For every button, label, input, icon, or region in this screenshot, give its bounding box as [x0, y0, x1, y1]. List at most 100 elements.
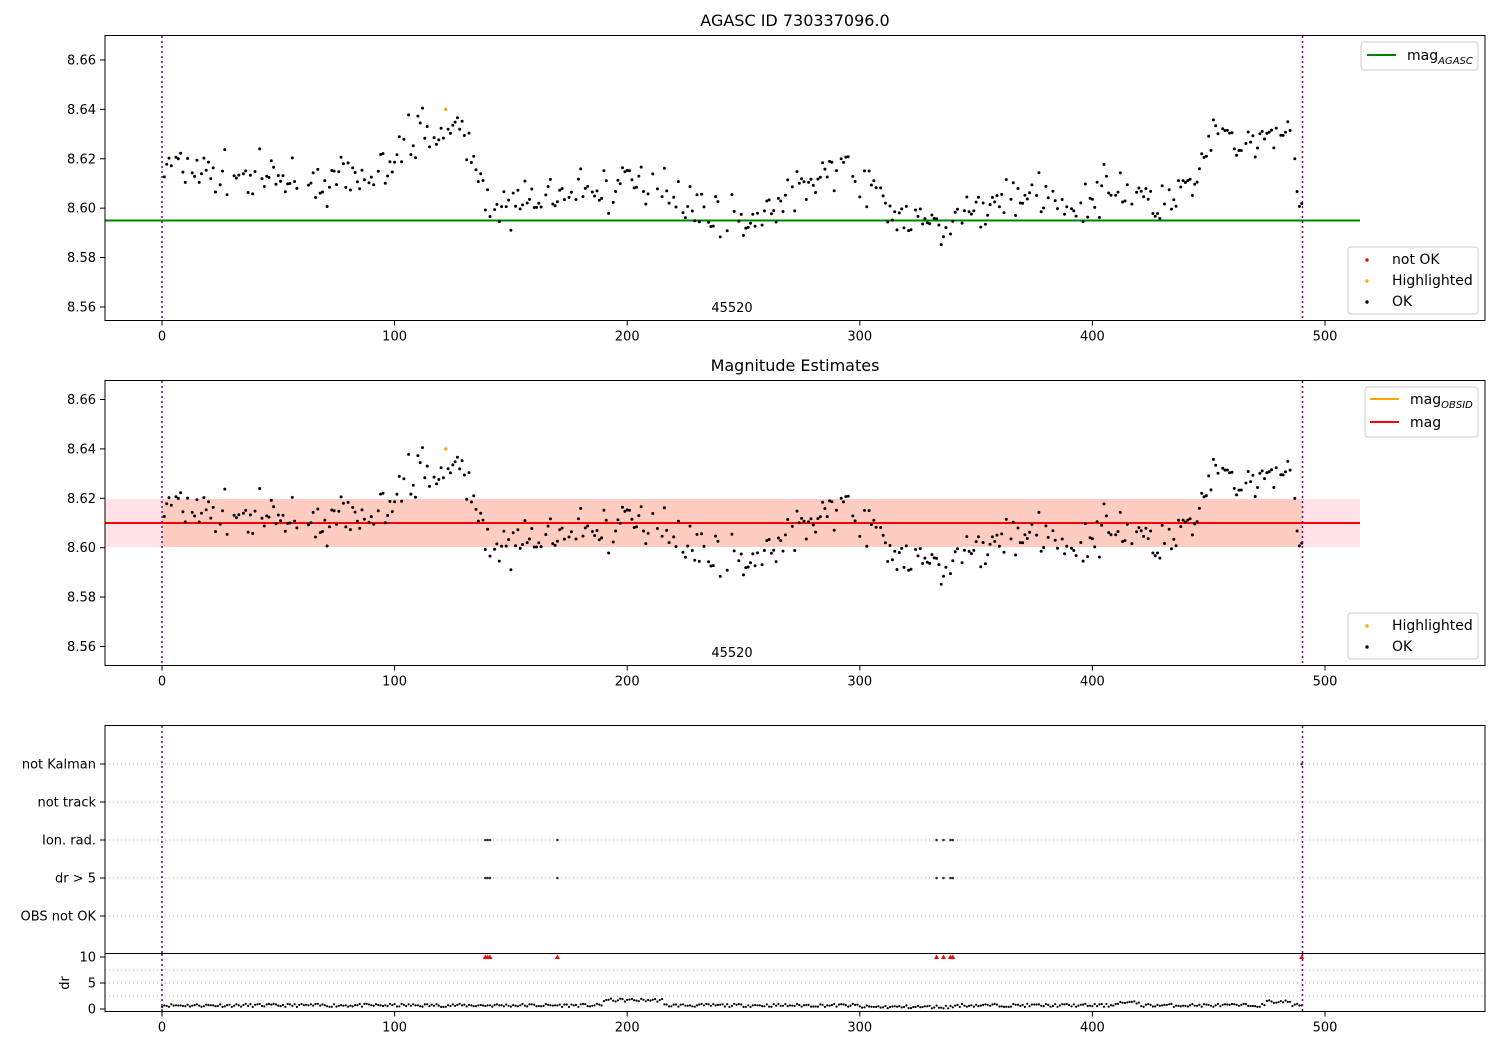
dr-point [530, 1003, 533, 1006]
panel2-obsid-label: 45520 [711, 646, 752, 661]
dr-point [1116, 1002, 1120, 1006]
mag-point [693, 219, 697, 223]
dr-point [400, 1002, 403, 1006]
dr-point [670, 1005, 673, 1008]
panel-dr: 0 5 10 0 100 200 300 400 500 dr [58, 951, 1486, 1036]
y-tick-label: 8.56 [67, 300, 96, 315]
mag-point [400, 160, 404, 164]
dr-point [747, 1004, 750, 1007]
mag-estimate-point [390, 510, 394, 514]
dr-point [951, 1006, 954, 1009]
mag-estimate-point [807, 520, 811, 524]
dr-point [305, 1003, 308, 1006]
mag-estimate-point [397, 474, 401, 478]
mag-estimate-point [1216, 471, 1220, 475]
dr-point [1126, 1001, 1129, 1004]
legend2-highlighted-marker [1365, 624, 1369, 628]
dr-point [174, 1004, 178, 1007]
mag-point [667, 201, 671, 205]
mag-estimate-point [981, 541, 985, 544]
mag-estimate-point [693, 558, 697, 562]
dr-point [863, 1006, 866, 1009]
dr-point [533, 1003, 536, 1006]
mag-point [335, 183, 338, 187]
mag-point [1153, 214, 1157, 218]
dr-point [963, 1004, 966, 1007]
dr-point [177, 1004, 180, 1007]
mag-estimate-point [921, 562, 925, 565]
dr-point [1161, 1004, 1164, 1007]
mag-point [190, 171, 194, 175]
mag-estimate-point [167, 496, 171, 500]
mag-estimate-point [358, 526, 362, 530]
mag-point [544, 193, 548, 197]
mag-point [530, 187, 534, 191]
dr-clipped-marker [1299, 954, 1305, 959]
mag-estimate-point [672, 535, 676, 539]
mag-estimate-point [579, 506, 583, 510]
mag-point [714, 195, 718, 199]
dr-point [367, 1003, 371, 1006]
mag-point [672, 195, 676, 199]
mag-point [1109, 193, 1113, 197]
dr-point [1072, 1003, 1075, 1006]
mag-estimate-point [835, 508, 838, 512]
mag-estimate-point [337, 509, 341, 513]
mag-estimate-point [683, 555, 687, 559]
dr-point [626, 998, 629, 1002]
mag-point [346, 161, 350, 165]
dr-point [1163, 1003, 1166, 1007]
dr-point [349, 1004, 352, 1007]
mag-estimate-point [1160, 523, 1164, 527]
dr-point [407, 1003, 410, 1006]
dr-point [277, 1004, 280, 1007]
mag-estimate-point [1030, 522, 1034, 526]
mag-estimate-point [246, 530, 250, 534]
mag-point [551, 202, 555, 206]
mag-point [344, 185, 348, 189]
y-tick-label: 10 [79, 951, 96, 966]
dr-point [912, 1005, 915, 1009]
y-tick-label: 0 [88, 1003, 96, 1018]
mag-estimate-point [1088, 536, 1092, 540]
mag-estimate-point [1265, 471, 1269, 475]
dr-point [498, 1004, 501, 1007]
dr-point [656, 1000, 659, 1003]
mag-estimate-point [688, 524, 692, 528]
mag-estimate-point [760, 563, 764, 567]
mag-estimate-point [1170, 547, 1173, 551]
mag-point [1214, 124, 1218, 128]
dr-point [791, 1004, 794, 1007]
dr-point [661, 997, 664, 1001]
dr-point [244, 1002, 247, 1006]
mag-estimate-point [1151, 551, 1155, 555]
dr-point [537, 1004, 540, 1008]
panel1-x-axis: 0 100 200 300 400 500 [158, 320, 1337, 345]
mag-point [639, 165, 643, 169]
mag-point [858, 195, 862, 199]
dr-point [291, 1004, 294, 1007]
mag-estimate-point [1267, 470, 1271, 474]
mag-estimate-point [953, 550, 957, 554]
dr-point [470, 1004, 473, 1007]
dr-point [1223, 1003, 1227, 1006]
mag-point [525, 201, 529, 205]
mag-estimate-point [558, 528, 562, 532]
mag-point [262, 185, 266, 188]
dr-point [579, 1003, 582, 1006]
dr-point [160, 1005, 164, 1009]
mag-point [707, 220, 711, 224]
flag-marker [556, 838, 559, 842]
mag-point [853, 179, 857, 183]
mag-estimate-point [367, 520, 371, 524]
mag-estimate-point [797, 521, 801, 525]
mag-point [237, 173, 241, 177]
dr-point [474, 1005, 478, 1008]
dr-point [1119, 1000, 1122, 1004]
flag-marker [484, 876, 487, 880]
x-tick-label: 300 [847, 675, 872, 690]
mag-estimate-point [207, 500, 210, 504]
mag-point [869, 183, 873, 187]
dr-point [1130, 1000, 1133, 1004]
mag-point [339, 155, 343, 159]
